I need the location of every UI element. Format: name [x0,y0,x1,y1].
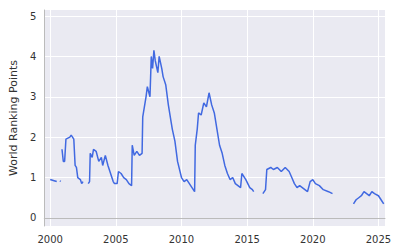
svg-text:3: 3 [30,91,36,102]
svg-text:World Ranking Points: World Ranking Points [7,60,20,176]
svg-text:2: 2 [30,132,36,143]
svg-text:2000: 2000 [37,234,62,245]
svg-text:2005: 2005 [103,234,128,245]
svg-text:4: 4 [30,51,36,62]
svg-text:2010: 2010 [169,234,194,245]
svg-text:2015: 2015 [234,234,259,245]
svg-text:0: 0 [30,212,36,223]
svg-text:1: 1 [30,172,36,183]
svg-text:5: 5 [30,11,36,22]
svg-text:2025: 2025 [366,234,391,245]
svg-text:2020: 2020 [300,234,325,245]
